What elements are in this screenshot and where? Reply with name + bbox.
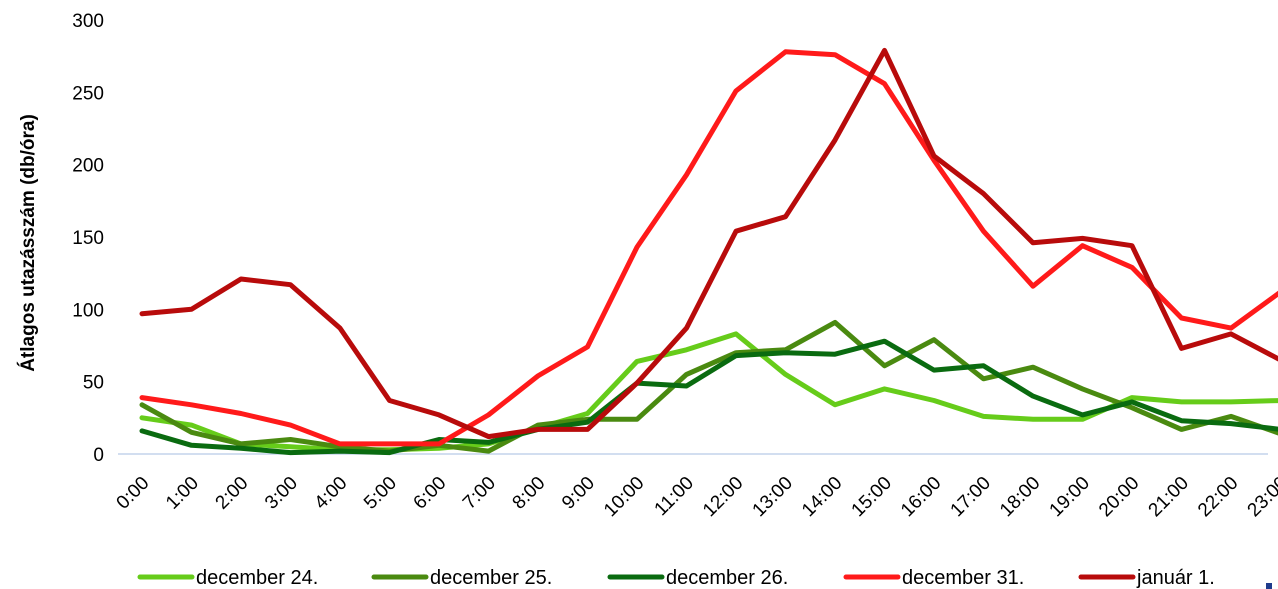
series-lines (139, 47, 1278, 456)
x-tick-label: 18:00 (996, 473, 1044, 521)
legend-label: december 25. (430, 567, 552, 589)
x-tick-label: 0:00 (113, 473, 154, 514)
x-tick-label: 12:00 (699, 473, 747, 521)
y-tick-label: 200 (72, 156, 104, 177)
x-tick-label: 16:00 (897, 473, 945, 521)
legend: december 24. december 25. december 26. dece… (137, 567, 1215, 589)
x-tick-label: 9:00 (558, 473, 599, 514)
y-axis-label: Átlagos utazásszám (db/óra) (17, 114, 39, 372)
x-tick-label: 2:00 (212, 473, 253, 514)
corner-mark (1266, 583, 1272, 589)
x-tick-label: 1:00 (162, 473, 203, 514)
x-tick-label: 11:00 (651, 473, 698, 520)
series-line (139, 319, 1278, 454)
y-tick-label: 300 (72, 11, 104, 32)
y-tick-label: 250 (72, 83, 104, 104)
x-tick-label: 23:00 (1244, 473, 1278, 521)
x-tick-label: 19:00 (1046, 473, 1094, 521)
x-tick-label: 14:00 (798, 473, 846, 521)
x-tick-label: 20:00 (1095, 473, 1143, 521)
x-axis-ticks: 0:00 1:00 2:00 3:00 4:00 5:00 6:00 7:00 8:00 9:00… (113, 473, 1278, 521)
y-tick-label: 100 (72, 300, 104, 321)
series-line (139, 49, 1278, 447)
y-tick-label: 150 (72, 228, 104, 249)
x-tick-label: 17:00 (947, 473, 995, 521)
x-tick-label: 5:00 (360, 473, 401, 514)
x-tick-label: 13:00 (749, 473, 797, 521)
series-line (139, 47, 1278, 440)
x-tick-label: 6:00 (410, 473, 451, 514)
y-axis-ticks: 0 50 100 150 200 250 300 (72, 11, 104, 466)
x-tick-label: 10:00 (600, 473, 648, 521)
legend-label: december 26. (666, 567, 788, 589)
x-tick-label: 8:00 (509, 473, 550, 514)
x-tick-label: 3:00 (261, 473, 302, 514)
x-tick-label: 22:00 (1194, 473, 1242, 521)
y-tick-label: 0 (93, 445, 104, 466)
x-tick-label: 21:00 (1145, 473, 1193, 521)
x-tick-label: 4:00 (311, 473, 352, 514)
series-line (139, 338, 1278, 456)
x-tick-label: 15:00 (848, 473, 896, 521)
y-tick-label: 50 (83, 373, 104, 394)
legend-label: december 24. (196, 567, 318, 589)
legend-label: december 31. (902, 567, 1024, 589)
legend-label: január 1. (1136, 567, 1215, 589)
x-tick-label: 7:00 (459, 473, 500, 514)
